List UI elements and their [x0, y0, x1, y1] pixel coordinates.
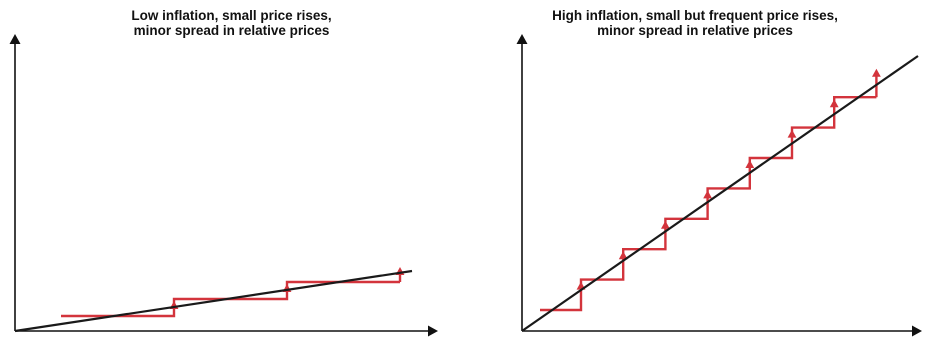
title-line-1: High inflation, small but frequent price…	[552, 8, 838, 23]
price-rise-arrowhead	[661, 220, 670, 229]
panel-title: High inflation, small but frequent price…	[463, 8, 927, 38]
price-rise-arrowhead	[787, 129, 797, 138]
x-axis-arrowhead	[428, 325, 438, 337]
x-axis-arrowhead	[912, 325, 922, 337]
price-step-path	[540, 95, 877, 312]
price-rise-arrowhead	[872, 68, 881, 77]
trend-line	[521, 55, 919, 332]
title-line-2: minor spread in relative prices	[597, 23, 793, 38]
y-axis-arrowhead	[516, 34, 528, 44]
panel-low-inflation: Low inflation, small price rises, minor …	[0, 0, 463, 338]
panel-title: Low inflation, small price rises, minor …	[0, 8, 463, 38]
high-inflation-diagram	[516, 34, 922, 337]
price-rise-arrowhead	[618, 251, 628, 260]
title-line-2: minor spread in relative prices	[133, 23, 330, 38]
title-line-1: Low inflation, small price rises,	[131, 8, 332, 23]
price-rise-arrowhead	[703, 190, 712, 199]
panel-high-inflation: High inflation, small but frequent price…	[463, 0, 927, 338]
price-rise-arrowhead	[745, 160, 755, 168]
low-inflation-diagram	[9, 34, 438, 337]
y-axis-arrowhead	[9, 34, 21, 44]
trend-line	[14, 269, 413, 333]
price-rise-arrowhead	[829, 99, 839, 108]
